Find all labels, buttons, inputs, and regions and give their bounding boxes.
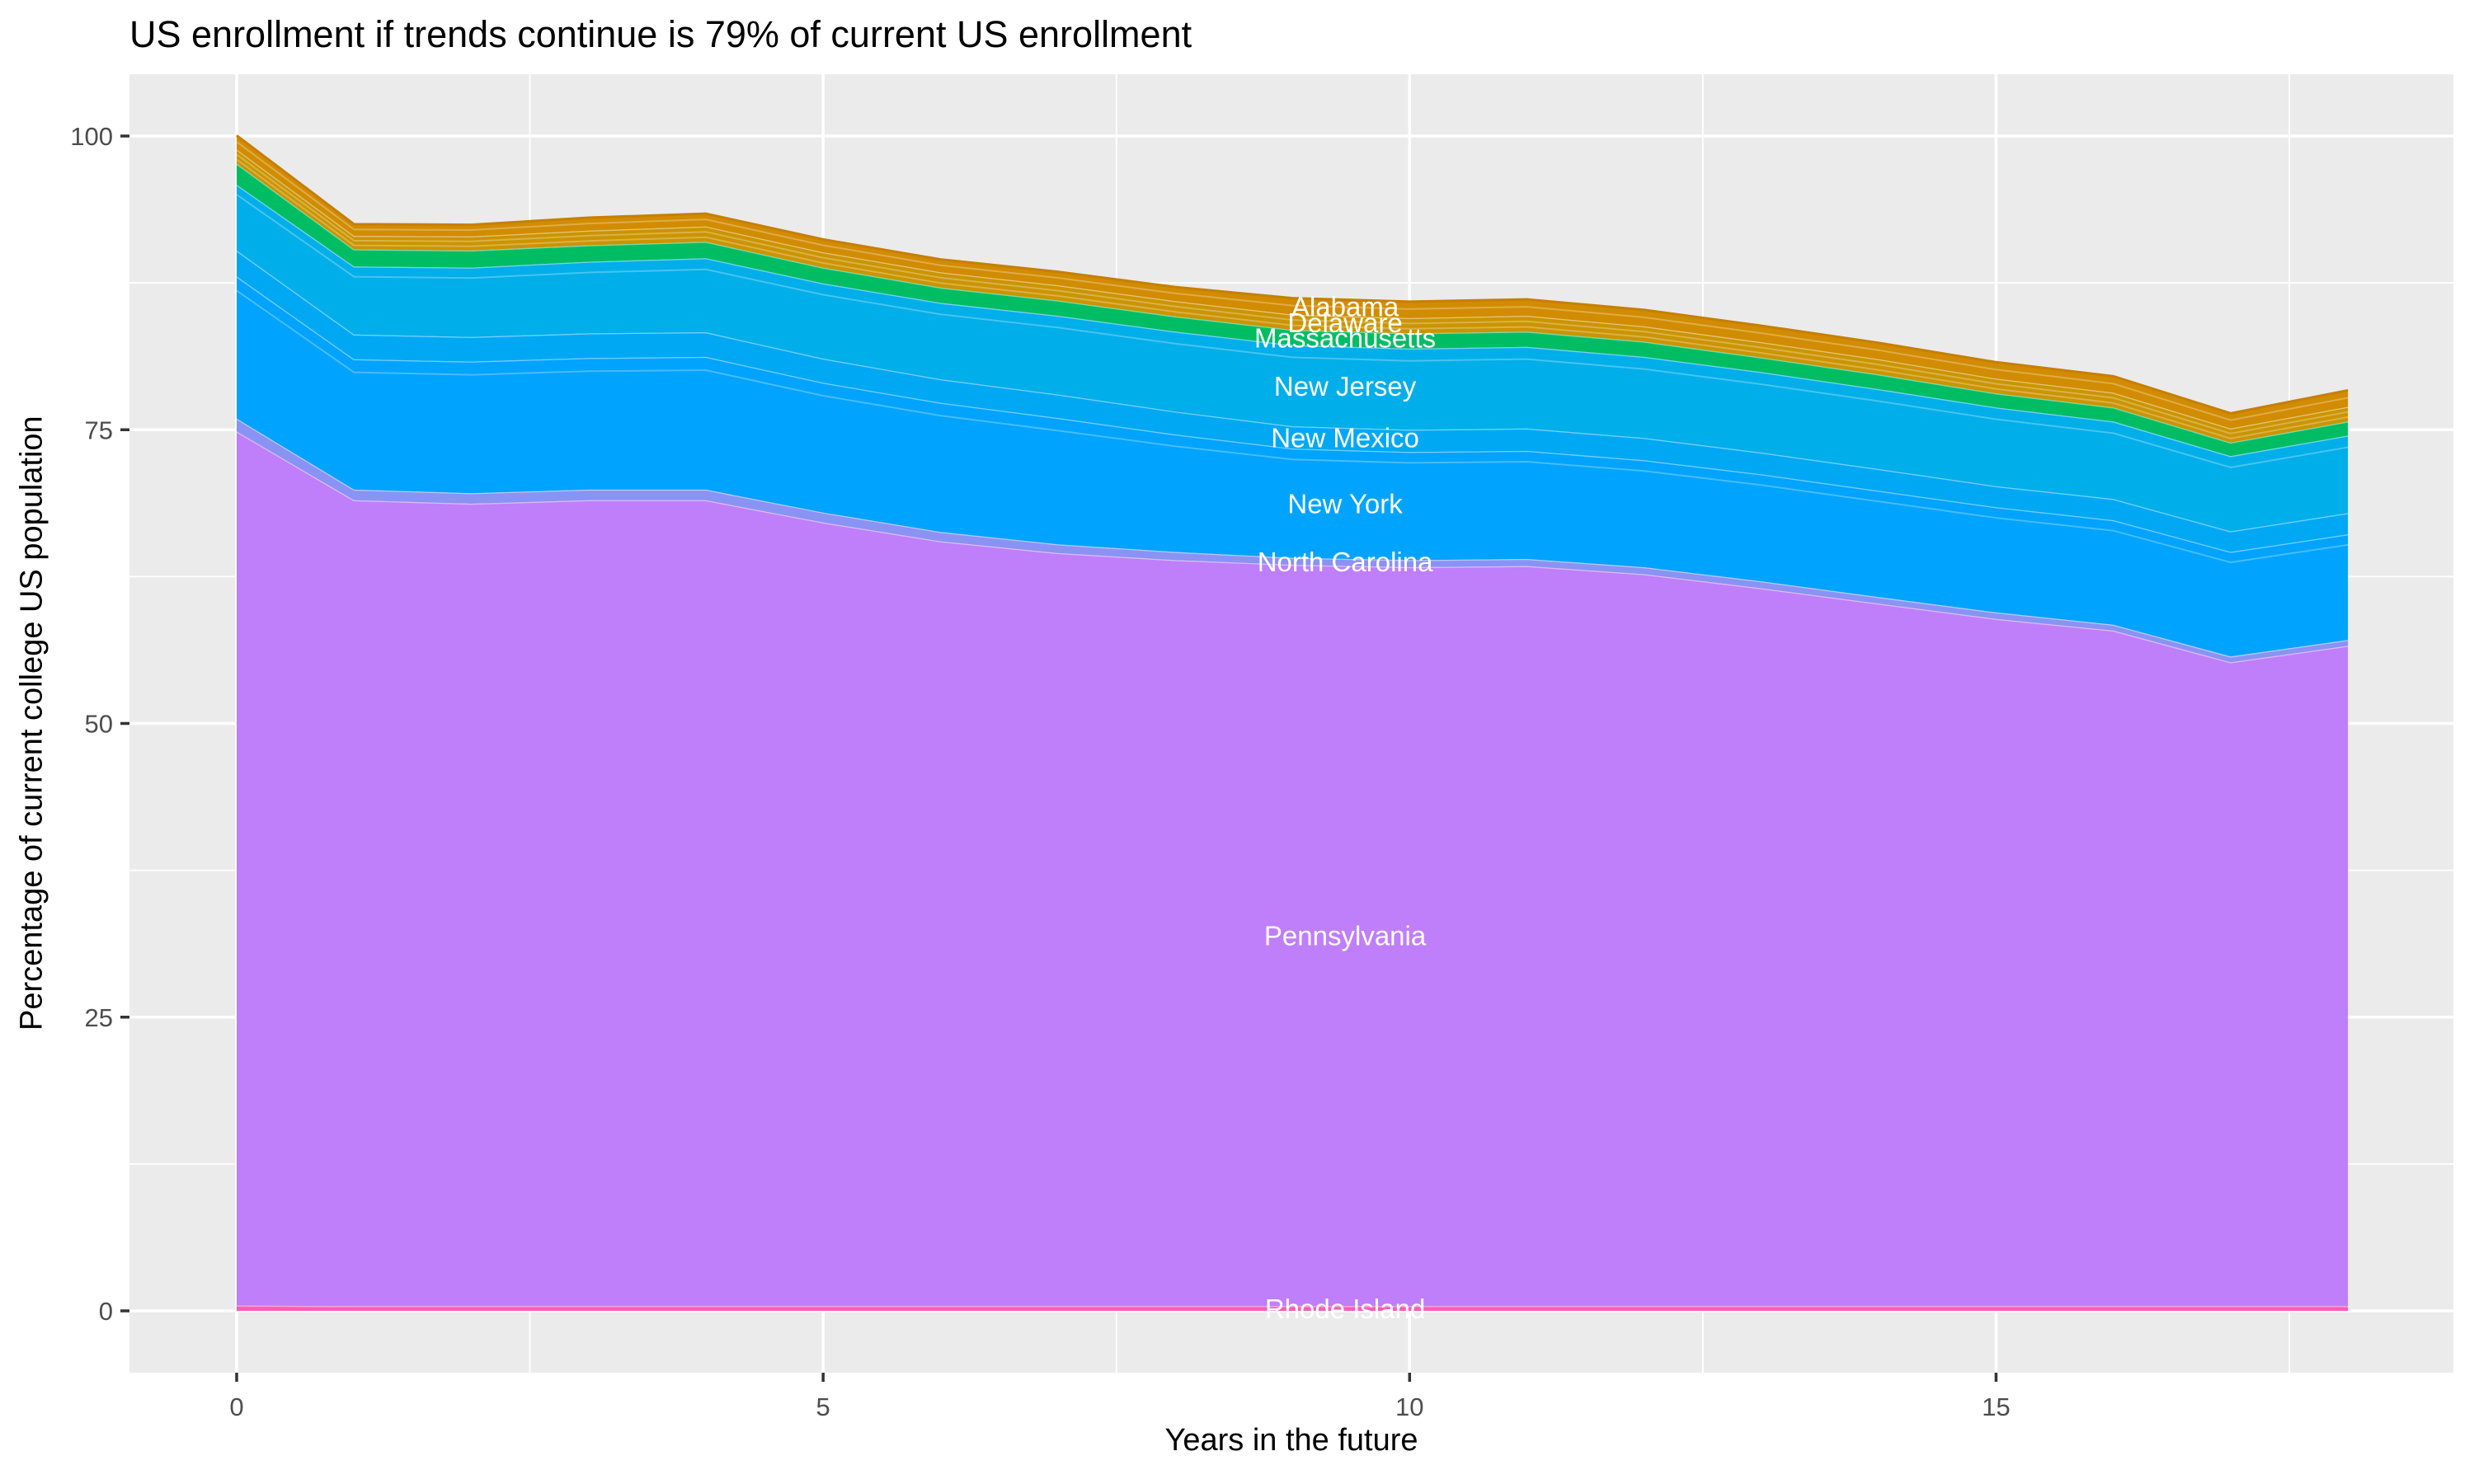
area-massachusetts — [237, 163, 2349, 457]
state-label-massachusetts: Massachusetts — [1254, 322, 1436, 353]
state-label-rhode-island: Rhode Island — [1265, 1294, 1425, 1324]
state-label-delaware: Delaware — [1287, 308, 1402, 338]
x-tick-label: 5 — [816, 1392, 830, 1421]
y-tick-label: 50 — [85, 710, 113, 739]
area-inner-stripe-delaware — [236, 158, 2349, 439]
area-inner-stripe-delaware — [236, 153, 2349, 434]
area-new-jersey — [237, 185, 2349, 532]
y-tick-label: 25 — [85, 1003, 113, 1032]
area-pennsylvania — [237, 431, 2349, 1307]
state-label-new-jersey: New Jersey — [1274, 371, 1417, 402]
area-inner-stripe-alabama — [236, 141, 2349, 421]
area-alabama — [237, 135, 2349, 429]
y-tick-label: 75 — [85, 416, 113, 444]
y-axis-title: Percentage of current college US populat… — [14, 416, 49, 1031]
area-new-mexico — [237, 250, 2349, 552]
area-rhode-island — [237, 1305, 2349, 1311]
area-top-edge-alabama — [236, 134, 2349, 415]
y-tick-label: 0 — [99, 1297, 113, 1326]
state-label-new-york: New York — [1287, 488, 1403, 519]
area-delaware — [237, 149, 2349, 443]
x-tick-label: 10 — [1395, 1392, 1423, 1421]
state-label-pennsylvania: Pennsylvania — [1264, 921, 1427, 951]
y-tick-label: 100 — [70, 122, 113, 151]
x-axis-title: Years in the future — [1164, 1423, 1418, 1458]
area-inner-stripe-new-york — [236, 289, 2349, 564]
area-inner-stripe-new-jersey — [236, 194, 2349, 469]
x-tick-label: 0 — [229, 1392, 243, 1421]
state-label-alabama: Alabama — [1291, 292, 1399, 322]
chart-title: US enrollment if trends continue is 79% … — [129, 13, 1192, 55]
state-label-new-mexico: New Mexico — [1271, 423, 1419, 453]
x-tick-label: 15 — [1982, 1392, 2010, 1421]
area-new-york — [237, 276, 2349, 657]
state-label-north-carolina: North Carolina — [1258, 547, 1433, 577]
